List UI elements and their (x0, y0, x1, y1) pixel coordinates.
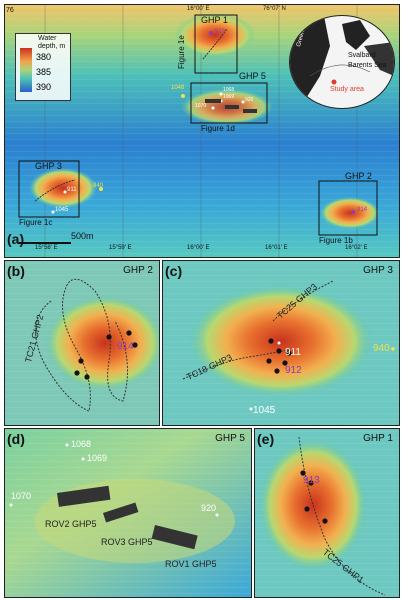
box-ghp1 (194, 14, 238, 74)
panel-e-map: (e) GHP 1 913 TC25 GHP1 (254, 428, 400, 598)
site-dot-913 (209, 31, 213, 35)
legend-colorbar (20, 48, 32, 92)
panel-d-rov2-label: ROV2 GHP5 (45, 519, 97, 529)
panel-c-site-911: 911 (285, 347, 301, 358)
lat-tick-top: 76 (6, 7, 14, 14)
box-label-ghp3: GHP 3 (35, 161, 62, 171)
lon-tick-1: 15°58' E (35, 245, 58, 251)
lon-tick-2: 15°59' E (109, 245, 132, 251)
legend-value-390: 390 (36, 82, 52, 92)
lon-tick-4: 16°01' E (265, 245, 288, 251)
figref-1e: Figure 1e (177, 35, 186, 69)
site-dot-911 (63, 190, 67, 194)
lon-tick-5: 16°02' E (345, 245, 368, 251)
panel-e-bathymetry (255, 429, 399, 597)
site-1048: 1048 (171, 85, 185, 91)
site-dot-1048 (181, 94, 185, 98)
site-1070: 1070 (195, 103, 207, 109)
legend-title: Water depth, m (38, 35, 66, 50)
panel-c-bathymetry (163, 261, 399, 425)
panel-a-overview-map: Water depth, m 380 385 390 Greenland Sva… (4, 4, 400, 258)
panel-c-site-912: 912 (285, 365, 302, 376)
site-dot-1045 (51, 210, 55, 214)
box-ghp3 (18, 160, 80, 218)
site-920: 920 (245, 97, 254, 103)
rov1-track (151, 525, 198, 550)
inset-map (290, 16, 394, 108)
site-dot-1068 (219, 92, 223, 96)
panel-d-map: (d) GHP 5 ROV2 GHP5 ROV3 GHP5 ROV1 GHP5 … (4, 428, 252, 598)
panel-d-site-1068: 1068 (71, 439, 92, 449)
box-ghp2 (318, 180, 378, 236)
panel-b-map: (b) GHP 2 TC21 GHP2 914 (4, 260, 160, 426)
panel-a-label: (a) (7, 231, 25, 247)
lon-tick-top-3: 16°00' E (187, 6, 210, 12)
panel-d-rov3-label: ROV3 GHP5 (101, 537, 153, 547)
panel-b-label: (b) (7, 263, 25, 279)
figref-1d: Figure 1d (201, 124, 235, 133)
panel-d-site-920: 920 (201, 503, 217, 513)
inset-label-svalbard: Svalbard (348, 52, 376, 59)
site-dot-1070 (211, 106, 215, 110)
box-label-ghp5: GHP 5 (239, 71, 266, 81)
site-1045: 1045 (55, 207, 69, 213)
panel-b-bathymetry (5, 261, 159, 425)
depth-legend: Water depth, m 380 385 390 (15, 33, 71, 101)
panel-e-label: (e) (257, 431, 275, 447)
site-1069: 1069 (223, 94, 235, 100)
site-dot-920 (241, 100, 245, 104)
panel-d-bathymetry (5, 429, 251, 597)
panel-c-map: (c) GHP 3 TC25 GHP3 TC18 GHP3 911 912 94… (162, 260, 400, 426)
panel-c-label: (c) (165, 263, 183, 279)
figref-1b: Figure 1b (319, 236, 353, 245)
inset-label-study-area: Study area (330, 86, 364, 93)
study-area-marker (331, 79, 337, 85)
site-940: 940 (93, 183, 104, 189)
panel-c-site-1045: 1045 (253, 405, 276, 416)
rov3-track (103, 502, 139, 523)
figref-1c: Figure 1c (19, 218, 53, 227)
panel-d-site-1069: 1069 (87, 453, 108, 463)
site-911: 911 (67, 187, 77, 193)
lon-tick-3: 16°00' E (187, 245, 210, 251)
panel-c-title: GHP 3 (363, 265, 393, 276)
panel-e-title: GHP 1 (363, 433, 393, 444)
inset-label-barents: Barents Sea (348, 62, 387, 69)
legend-value-380: 380 (36, 52, 52, 62)
legend-value-385: 385 (36, 67, 52, 77)
lat-tick-1: 76°07' N (263, 6, 286, 12)
rov2-track (57, 485, 111, 507)
scalebar-label: 500m (71, 231, 94, 241)
inset-globe: Greenland Svalbard Barents Sea Study are… (289, 15, 395, 109)
panel-d-title: GHP 5 (215, 433, 245, 444)
site-913: 913 (215, 29, 226, 35)
panel-c-site-940: 940 (373, 343, 390, 354)
box-ghp5 (190, 82, 268, 124)
box-label-ghp1: GHP 1 (201, 15, 228, 25)
panel-d-label: (d) (7, 431, 25, 447)
panel-b-site-914: 914 (117, 341, 134, 352)
panel-e-site-913: 913 (303, 475, 320, 486)
site-dot-940 (99, 187, 103, 191)
panel-d-site-1070: 1070 (11, 491, 32, 501)
site-dot-914 (351, 210, 355, 214)
site-914: 914 (357, 207, 368, 213)
site-1068: 1068 (223, 87, 235, 93)
panel-d-rov1-label: ROV1 GHP5 (165, 559, 217, 569)
panel-b-title: GHP 2 (123, 265, 153, 276)
box-label-ghp2: GHP 2 (345, 171, 372, 181)
